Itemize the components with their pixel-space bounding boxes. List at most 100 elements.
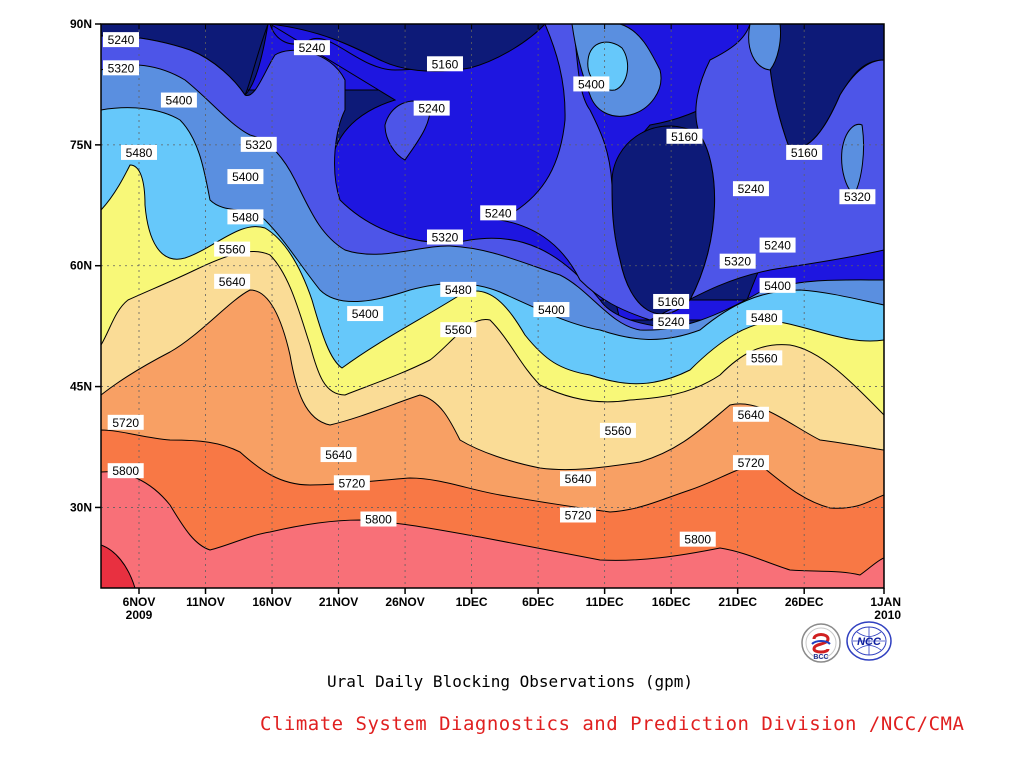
pocket-5160-top bbox=[268, 24, 546, 72]
contour-label: 5800 bbox=[679, 531, 716, 547]
contour-label: 5240 bbox=[413, 100, 450, 116]
contour-label-box bbox=[240, 136, 277, 152]
contour-label-text: 5640 bbox=[219, 275, 246, 289]
contour-label-box bbox=[679, 531, 716, 547]
contour-label: 5320 bbox=[103, 60, 139, 76]
contour-label: 5640 bbox=[560, 471, 597, 487]
contour-label: 5800 bbox=[107, 463, 144, 479]
contour-label-text: 5800 bbox=[112, 464, 139, 478]
contour-label-text: 5240 bbox=[658, 315, 685, 329]
contour-label-text: 5160 bbox=[658, 295, 685, 309]
contour-label: 5320 bbox=[426, 229, 463, 245]
plot-frame bbox=[100, 23, 885, 589]
x-tick-label: 21DEC bbox=[718, 595, 757, 609]
contour-label-text: 5720 bbox=[738, 456, 765, 470]
contour-label-box bbox=[440, 281, 477, 297]
contour-label: 5240 bbox=[732, 181, 769, 197]
contour-label-text: 5160 bbox=[432, 57, 459, 71]
plot-area bbox=[101, 24, 884, 588]
contour-label-text: 5560 bbox=[751, 351, 778, 365]
contour-label-box bbox=[759, 237, 796, 253]
contour-label-box bbox=[599, 422, 636, 438]
contour-label-text: 5720 bbox=[565, 508, 592, 522]
contour-label: 5320 bbox=[719, 253, 756, 269]
bcc-logo: BCC bbox=[800, 622, 842, 664]
contour-label-text: 5160 bbox=[671, 130, 698, 144]
contour-label: 5640 bbox=[214, 273, 251, 289]
contour-label-box bbox=[103, 60, 139, 76]
ncc-logo: NCC bbox=[845, 620, 893, 662]
contour-label: 5400 bbox=[347, 306, 384, 322]
contour-label-text: 5240 bbox=[764, 239, 791, 253]
contour-label: 5240 bbox=[759, 237, 796, 253]
contour-label-text: 5800 bbox=[684, 533, 711, 547]
contour-label: 5560 bbox=[214, 241, 251, 257]
y-tick-label: 45N bbox=[70, 380, 92, 394]
x-tick-label: 6DEC bbox=[522, 595, 554, 609]
contour-label-text: 5320 bbox=[844, 190, 871, 204]
contour-label: 5560 bbox=[599, 422, 636, 438]
contour-label-box bbox=[653, 293, 690, 309]
contour-label: 5160 bbox=[426, 56, 463, 72]
x-tick-label: 16DEC bbox=[652, 595, 691, 609]
contour-label: 5640 bbox=[732, 406, 769, 422]
contour-label-box bbox=[214, 241, 251, 257]
band-5800-5880 bbox=[101, 471, 884, 588]
contour-label: 5720 bbox=[107, 414, 144, 430]
contour-label-box bbox=[107, 463, 144, 479]
contour-label-box bbox=[333, 475, 370, 491]
contour-label: 5320 bbox=[240, 136, 277, 152]
contour-label: 5240 bbox=[653, 314, 690, 330]
contour-label-box bbox=[347, 306, 384, 322]
contour-label-text: 5560 bbox=[219, 243, 246, 257]
bcc-logo-text: BCC bbox=[813, 654, 828, 661]
contour-label: 5720 bbox=[560, 507, 597, 523]
contour-label-text: 5720 bbox=[112, 416, 139, 430]
contour-label-text: 5480 bbox=[445, 283, 472, 297]
contour-label-box bbox=[293, 40, 330, 56]
contour-label-text: 5480 bbox=[126, 146, 153, 160]
contour-label-text: 5640 bbox=[325, 448, 352, 462]
contour-label-box bbox=[360, 511, 397, 527]
x-tick-year-label: 2010 bbox=[874, 608, 901, 622]
x-tick-year-label: 2009 bbox=[126, 608, 153, 622]
contour-label-text: 5640 bbox=[565, 472, 592, 486]
y-tick-label: 90N bbox=[70, 17, 92, 31]
contour-label-box bbox=[732, 455, 769, 471]
credit-line: Climate System Diagnostics and Predictio… bbox=[260, 713, 965, 735]
contour-label-box bbox=[227, 169, 264, 185]
x-tick-label: 11DEC bbox=[586, 595, 624, 609]
contour-label: 5720 bbox=[732, 455, 769, 471]
contour-label: 5480 bbox=[227, 209, 264, 225]
contour-label: 5480 bbox=[440, 281, 477, 297]
contour-label-text: 5400 bbox=[538, 303, 565, 317]
x-tick-label: 21NOV bbox=[319, 595, 358, 609]
contour-label-box bbox=[573, 76, 610, 92]
contour-label-box bbox=[666, 128, 703, 144]
contour-label: 5240 bbox=[293, 40, 330, 56]
contour-label-text: 5400 bbox=[764, 279, 791, 293]
contour-label-text: 5640 bbox=[738, 408, 765, 422]
contour-label-text: 5240 bbox=[738, 182, 765, 196]
contour-label-box bbox=[426, 56, 463, 72]
contour-label-box bbox=[121, 144, 157, 160]
contour-label-box bbox=[440, 322, 477, 338]
contour-label-box bbox=[227, 209, 264, 225]
pocket-5240-top bbox=[384, 100, 431, 161]
x-tick-label: 16NOV bbox=[252, 595, 291, 609]
contour-label: 5560 bbox=[746, 350, 783, 366]
x-tick-label: 26DEC bbox=[785, 595, 824, 609]
contour-label-box bbox=[107, 414, 144, 430]
y-tick-label: 60N bbox=[70, 259, 92, 273]
contour-label: 5800 bbox=[360, 511, 397, 527]
contour-label-text: 5560 bbox=[605, 424, 632, 438]
contour-label-text: 5240 bbox=[108, 33, 135, 47]
contour-label-box bbox=[103, 32, 139, 48]
contour-label-box bbox=[560, 471, 597, 487]
contour-label: 5480 bbox=[121, 144, 157, 160]
contour-label-box bbox=[160, 92, 197, 108]
contour-label-box bbox=[480, 205, 517, 221]
contour-label: 5240 bbox=[480, 205, 517, 221]
band-5320-5400-ne bbox=[748, 24, 781, 71]
contour-label-box bbox=[413, 100, 450, 116]
